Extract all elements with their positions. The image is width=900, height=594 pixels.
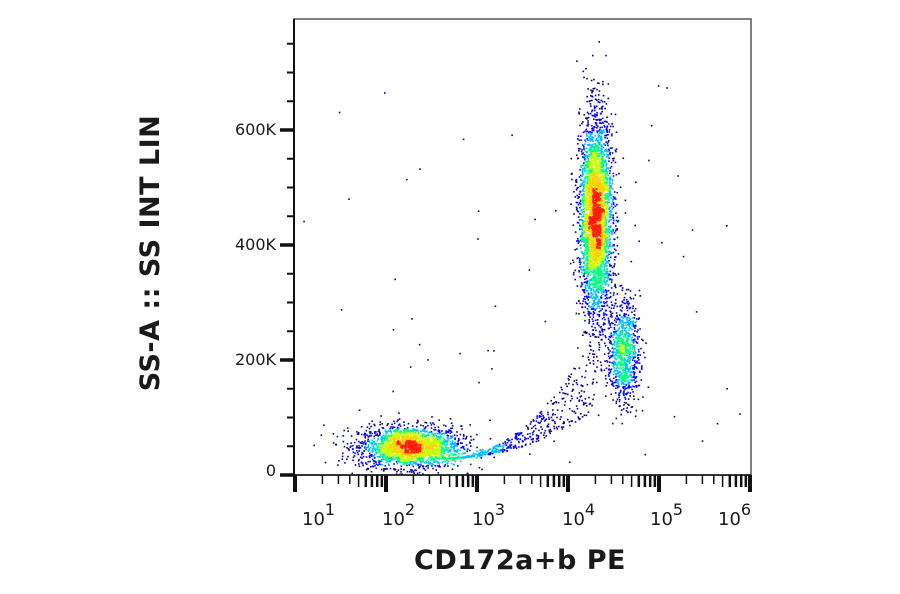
y-tick-label: 600K	[234, 120, 276, 139]
x-tick-label: 103	[472, 500, 506, 530]
y-tick-label: 400K	[234, 235, 276, 254]
x-tick-label: 104	[562, 500, 596, 530]
tick-exponent: 1	[324, 500, 336, 519]
tick-exponent: 4	[584, 500, 596, 519]
tick-base: 10	[650, 509, 673, 530]
y-axis	[280, 19, 295, 490]
data-points	[303, 41, 741, 476]
tick-exponent: 5	[672, 500, 684, 519]
y-axis-label: SS-A :: SS INT LIN	[135, 114, 166, 392]
x-tick-label: 102	[382, 500, 416, 530]
tick-exponent: 3	[494, 500, 506, 519]
x-axis-label: CD172a+b PE	[414, 545, 626, 576]
tick-exponent: 6	[740, 500, 752, 519]
x-axis	[280, 474, 752, 492]
y-tick-label: 200K	[234, 350, 276, 369]
tick-base: 10	[382, 509, 405, 530]
x-tick-label: 101	[302, 500, 336, 530]
y-tick-label: 0	[265, 461, 276, 480]
tick-base: 10	[562, 509, 585, 530]
tick-exponent: 2	[404, 500, 416, 519]
tick-base: 10	[302, 509, 325, 530]
x-tick-label: 106	[718, 500, 752, 530]
plot-frame	[293, 18, 752, 476]
x-tick-label: 105	[650, 500, 684, 530]
tick-base: 10	[718, 509, 741, 530]
tick-base: 10	[472, 509, 495, 530]
